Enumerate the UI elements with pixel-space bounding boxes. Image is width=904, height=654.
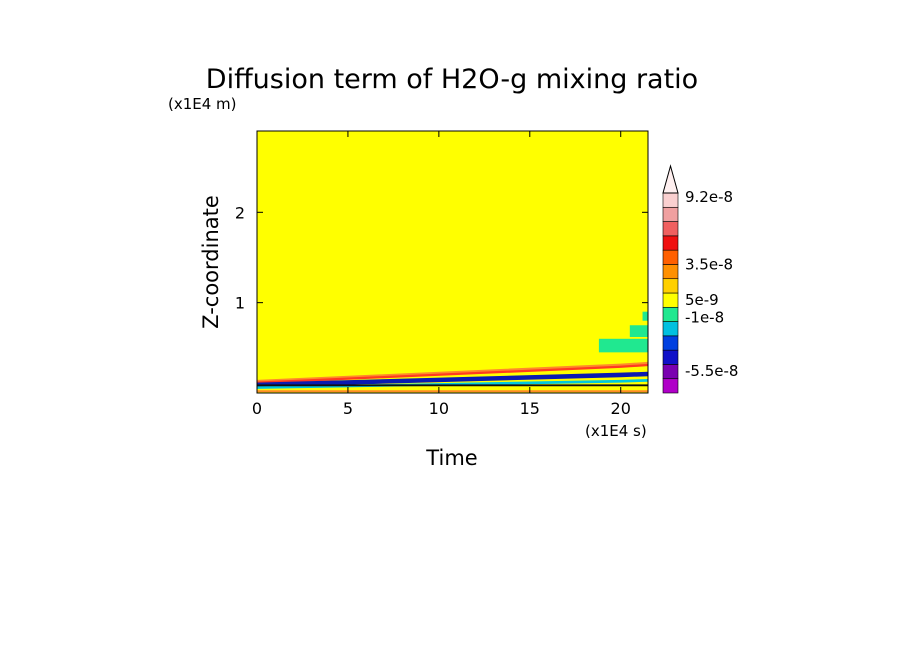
x-axis-label: Time <box>425 446 477 470</box>
chart-title: Diffusion term of H2O-g mixing ratio <box>206 64 698 95</box>
field-band-1 <box>257 363 648 384</box>
x-tick-label: 20 <box>611 399 631 418</box>
plot-background <box>257 131 648 393</box>
x-tick-label: 5 <box>343 399 353 418</box>
colorbar-segment <box>662 306 679 322</box>
colorbar-segment <box>662 206 679 222</box>
colorbar-label: 9.2e-8 <box>685 188 733 206</box>
y-tick-label: 2 <box>235 203 245 222</box>
y-axis-label: Z-coordinate <box>199 195 223 329</box>
colorbar-segment <box>662 378 679 394</box>
x-tick-label: 10 <box>429 399 449 418</box>
y-tick-label: 1 <box>235 294 245 313</box>
colorbar-segment <box>662 364 679 380</box>
x-tick-label: 0 <box>252 399 262 418</box>
colorbar-segment <box>662 321 679 337</box>
colorbar-segment <box>662 264 679 280</box>
field-patch-1 <box>629 325 648 337</box>
colorbar-segment <box>662 278 679 294</box>
field-band-3 <box>257 378 648 389</box>
field-band-4 <box>257 384 648 387</box>
colorbar-label: -5.5e-8 <box>685 362 738 380</box>
colorbar-arrow <box>662 164 679 194</box>
x-axis-unit: (x1E4 s) <box>585 422 647 440</box>
colorbar-label: 5e-9 <box>685 291 719 309</box>
colorbar-label: -1e-8 <box>685 309 724 327</box>
colorbar-segment <box>662 221 679 237</box>
field-band-5 <box>257 390 648 393</box>
field-band-2 <box>257 371 648 388</box>
field-patch-0 <box>598 338 648 353</box>
colorbar: -5.5e-8 -1e-85e-9 3.5e-8 9.2e-8 <box>662 164 738 394</box>
y-axis-unit: (x1E4 m) <box>168 95 237 113</box>
field-patch-2 <box>642 311 648 321</box>
colorbar-segment <box>662 335 679 351</box>
colorbar-segment <box>662 235 679 251</box>
colorbar-segment <box>662 249 679 265</box>
plot-frame <box>256 130 649 394</box>
colorbar-segment <box>662 349 679 365</box>
colorbar-segment <box>662 192 679 208</box>
colorbar-label: 3.5e-8 <box>685 255 733 273</box>
colorbar-segment <box>662 292 679 308</box>
x-tick-label: 15 <box>520 399 540 418</box>
